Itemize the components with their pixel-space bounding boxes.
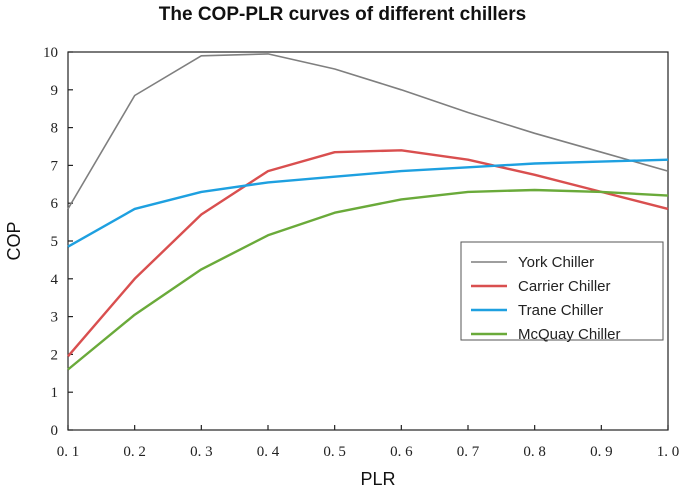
x-tick-label: 0. 7: [457, 444, 480, 460]
y-tick-label: 10: [43, 45, 58, 61]
ticks: 0. 1 0. 2 0. 3 0. 4 0. 5 0. 6 0. 7 0. 8 0. 9 1. 0…: [43, 45, 679, 460]
legend: York Chiller Carrier Chiller Trane Chiller…: [460, 241, 664, 343]
series-line-york-chiller: [67, 53, 669, 210]
series-line-trane-chiller: [67, 158, 669, 248]
legend-label-carrier-chiller: Carrier Chiller: [518, 278, 611, 295]
legend-label-mcquay-chiller: McQuay Chiller: [518, 326, 621, 343]
y-tick-label: 7: [51, 158, 59, 174]
x-tick-label: 0. 5: [323, 444, 346, 460]
chart-title: The COP-PLR curves of different chillers: [158, 4, 527, 25]
plot-frame: [67, 51, 669, 431]
x-tick-label: 0. 9: [590, 444, 613, 460]
x-tick-label: 0. 6: [390, 444, 413, 460]
y-tick-label: 9: [51, 83, 59, 99]
y-tick-label: 0: [51, 423, 59, 439]
x-axis-title: PLR: [360, 469, 395, 489]
y-tick-label: 3: [51, 310, 59, 326]
x-tick-label: 0. 4: [257, 444, 280, 460]
series-line-carrier-chiller: [67, 149, 669, 358]
axes: [67, 51, 669, 431]
y-tick-label: 5: [51, 234, 59, 250]
legend-label-trane-chiller: Trane Chiller: [518, 302, 603, 319]
y-tick-label: 2: [51, 347, 59, 363]
y-tick-label: 8: [51, 121, 59, 137]
legend-box: [460, 241, 664, 341]
x-tick-label: 1. 0: [657, 444, 680, 460]
legend-label-york-chiller: York Chiller: [518, 254, 594, 271]
series-line-mcquay-chiller: [67, 188, 669, 371]
y-axis-title: COP: [4, 221, 24, 260]
x-tick-label: 0. 1: [57, 444, 80, 460]
y-tick-label: 1: [51, 385, 59, 401]
y-tick-label: 6: [51, 196, 59, 212]
series-lines: [67, 53, 669, 371]
x-tick-label: 0. 8: [523, 444, 546, 460]
x-tick-label: 0. 3: [190, 444, 213, 460]
x-tick-label: 0. 2: [123, 444, 146, 460]
y-tick-label: 4: [51, 272, 59, 288]
